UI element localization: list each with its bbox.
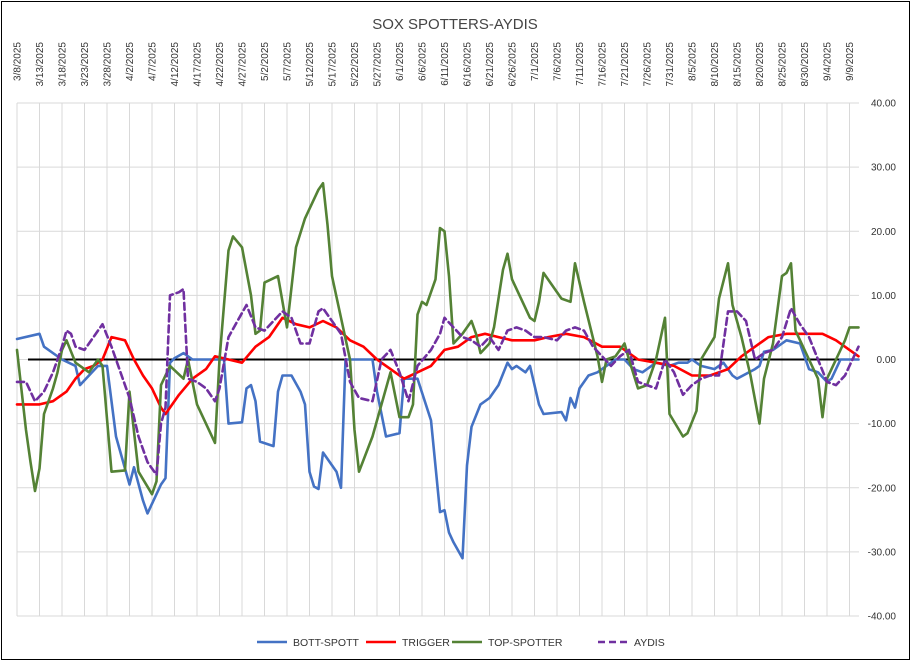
- x-tick-label: 7/1/2025: [530, 42, 541, 81]
- x-tick-label: 8/10/2025: [710, 42, 721, 87]
- x-tick-label: 4/12/2025: [170, 42, 181, 87]
- x-tick-label: 8/20/2025: [755, 42, 766, 87]
- legend-label: TRIGGER: [402, 637, 450, 649]
- series-line-aydis: [15, 287, 860, 477]
- x-tick-label: 6/16/2025: [463, 42, 474, 87]
- x-axis-tick-labels: 3/8/2025 3/13/2025 3/18/2025 3/23/2025 3/28/…: [13, 42, 857, 87]
- x-tick-label: 4/2/2025: [125, 42, 136, 81]
- x-tick-label: 3/18/2025: [58, 42, 69, 87]
- x-tick-label: 8/30/2025: [800, 42, 811, 87]
- x-tick-label: 5/22/2025: [350, 42, 361, 87]
- x-tick-label: 6/21/2025: [485, 42, 496, 87]
- y-axis-tick-labels: 40.00 30.00 20.00 10.00 0.00 -10.00 -20.00 -30.…: [868, 99, 897, 623]
- x-tick-label: 5/17/2025: [328, 42, 339, 87]
- y-tick-label: -10.00: [868, 419, 897, 430]
- x-tick-label: 6/1/2025: [395, 42, 406, 81]
- x-tick-label: 3/8/2025: [13, 42, 24, 81]
- x-tick-label: 4/7/2025: [148, 42, 159, 81]
- x-tick-label: 3/13/2025: [35, 42, 46, 87]
- series-line-top-spotter: [15, 181, 860, 496]
- x-tick-label: 9/4/2025: [823, 42, 834, 81]
- legend-label: AYDIS: [634, 637, 665, 649]
- x-tick-label: 4/27/2025: [238, 42, 249, 87]
- x-tick-label: 7/31/2025: [665, 42, 676, 87]
- x-tick-label: 5/7/2025: [283, 42, 294, 81]
- x-tick-label: 7/16/2025: [598, 42, 609, 87]
- y-tick-label: 40.00: [871, 99, 896, 110]
- x-tick-label: 7/26/2025: [643, 42, 654, 87]
- x-tick-label: 6/11/2025: [440, 42, 451, 86]
- y-tick-label: 30.00: [871, 163, 896, 174]
- y-tick-label: 20.00: [871, 227, 896, 238]
- x-tick-label: 4/17/2025: [193, 42, 204, 87]
- x-tick-label: 4/22/2025: [215, 42, 226, 87]
- legend: BOTT-SPOTT TRIGGER TOP-SPOTTER AYDIS: [257, 637, 665, 649]
- x-tick-label: 5/12/2025: [305, 42, 316, 87]
- y-tick-label: 0.00: [877, 355, 897, 366]
- x-tick-label: 6/26/2025: [508, 42, 519, 87]
- x-tick-label: 8/5/2025: [688, 42, 699, 81]
- x-tick-label: 8/25/2025: [778, 42, 789, 87]
- x-tick-label: 3/23/2025: [80, 42, 91, 87]
- x-tick-label: 3/28/2025: [103, 42, 114, 87]
- x-tick-label: 5/27/2025: [373, 42, 384, 87]
- y-tick-label: -30.00: [868, 547, 897, 558]
- x-tick-label: 5/2/2025: [260, 42, 271, 81]
- legend-label: TOP-SPOTTER: [488, 637, 563, 649]
- legend-label: BOTT-SPOTT: [293, 637, 360, 649]
- series-lines: [15, 181, 860, 560]
- y-tick-label: 10.00: [871, 291, 896, 302]
- x-tick-label: 7/6/2025: [553, 42, 564, 81]
- y-tick-label: -40.00: [868, 612, 897, 623]
- series-line-trigger: [15, 316, 860, 416]
- y-tick-label: -20.00: [868, 483, 897, 494]
- x-tick-label: 7/11/2025: [575, 42, 586, 86]
- x-tick-label: 6/6/2025: [418, 42, 429, 81]
- x-tick-label: 9/9/2025: [845, 42, 856, 81]
- x-tick-label: 7/21/2025: [620, 42, 631, 87]
- x-tick-label: 8/15/2025: [733, 42, 744, 87]
- series-line-bott-spott: [15, 332, 860, 560]
- chart-title: SOX SPOTTERS-AYDIS: [372, 16, 538, 33]
